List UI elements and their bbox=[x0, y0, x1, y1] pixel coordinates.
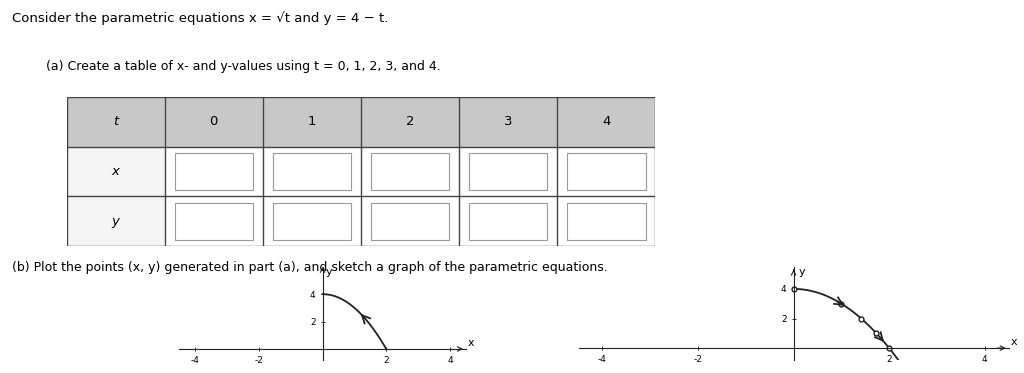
Text: 0: 0 bbox=[210, 115, 218, 128]
Text: 2: 2 bbox=[406, 115, 415, 128]
Bar bbox=[469, 203, 548, 240]
Bar bbox=[272, 203, 351, 240]
Text: y: y bbox=[326, 267, 333, 277]
Bar bbox=[67, 147, 165, 246]
Text: 1: 1 bbox=[307, 115, 316, 128]
Text: x: x bbox=[468, 338, 474, 348]
Bar bbox=[567, 203, 645, 240]
Text: (b) Plot the points (x, y) generated in part (a), and sketch a graph of the para: (b) Plot the points (x, y) generated in … bbox=[12, 261, 608, 274]
Text: x: x bbox=[1011, 337, 1018, 347]
Bar bbox=[567, 153, 645, 190]
Bar bbox=[174, 153, 253, 190]
Bar bbox=[67, 97, 655, 147]
Text: Consider the parametric equations x = √t and y = 4 − t.: Consider the parametric equations x = √t… bbox=[12, 11, 389, 25]
Text: x: x bbox=[112, 165, 120, 178]
Text: y: y bbox=[799, 267, 805, 277]
Bar bbox=[371, 153, 450, 190]
Bar bbox=[272, 153, 351, 190]
Text: 4: 4 bbox=[602, 115, 610, 128]
Bar bbox=[469, 153, 548, 190]
Bar bbox=[174, 203, 253, 240]
Text: y: y bbox=[112, 215, 120, 228]
Text: t: t bbox=[113, 115, 118, 128]
Text: (a) Create a table of x- and y-values using t = 0, 1, 2, 3, and 4.: (a) Create a table of x- and y-values us… bbox=[46, 60, 440, 73]
Text: 3: 3 bbox=[504, 115, 512, 128]
Bar bbox=[371, 203, 450, 240]
